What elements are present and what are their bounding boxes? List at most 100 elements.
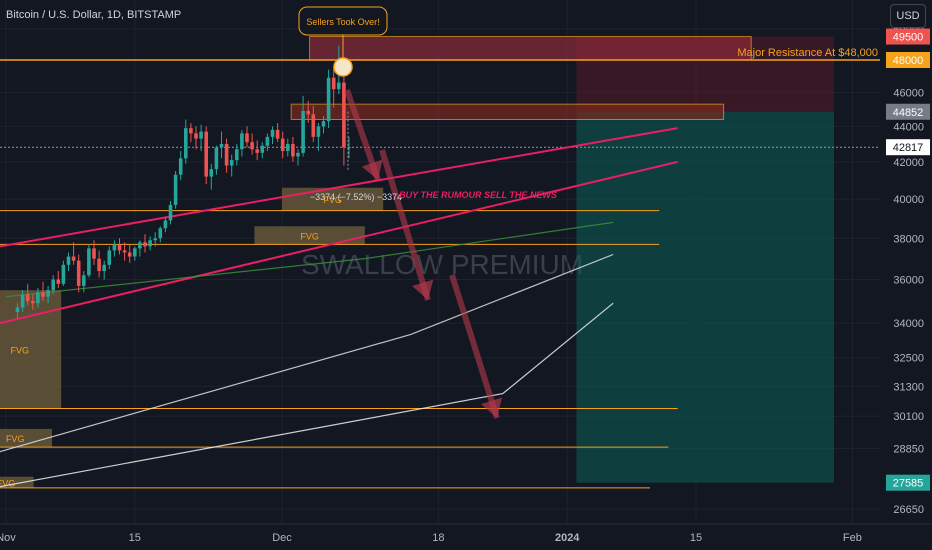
projection-arrow (449, 274, 503, 419)
candle-body (173, 174, 178, 205)
candle-body (51, 279, 55, 291)
price-badge (886, 139, 930, 156)
candle-body (25, 294, 30, 302)
candle-body (133, 248, 137, 257)
candle-body (331, 77, 336, 90)
candle-body (36, 292, 40, 304)
candle-body (127, 252, 132, 257)
fvg-label: FVG (323, 195, 342, 205)
price-badge-label: 42817 (893, 142, 924, 154)
price-badge-label: 48000 (893, 55, 924, 67)
candle-body (102, 264, 106, 272)
candle-body (306, 110, 310, 115)
fvg-label: FVG (0, 478, 15, 488)
fvg-zone (0, 290, 62, 409)
candle-body (61, 264, 66, 284)
candle-body (209, 169, 214, 177)
candle-body (107, 250, 112, 265)
candle-body (122, 250, 127, 253)
y-tick-label: 42000 (893, 157, 924, 169)
projection-arrow (344, 89, 383, 181)
candle-body (214, 147, 219, 170)
arrow-shaft (379, 149, 431, 301)
price-badge (886, 28, 930, 45)
x-tick-label: 18 (432, 532, 444, 544)
candle-body (311, 114, 316, 137)
candle-body (321, 121, 326, 127)
candle-body (275, 129, 280, 139)
y-tick-label: 26650 (893, 504, 924, 516)
take-profit-zone (576, 111, 834, 483)
candle-body (245, 133, 249, 143)
candle-body (41, 292, 45, 297)
y-tick-label: 36000 (893, 275, 924, 287)
measure-label: −3374 (−7.52%) −3374 (310, 192, 402, 202)
fvg-label: FVG (6, 434, 25, 444)
candle-body (291, 143, 295, 157)
moving-average-line (0, 253, 614, 453)
candle-body (56, 279, 61, 284)
top-marker (333, 57, 353, 77)
candle-body (204, 131, 208, 177)
candle-body (240, 133, 244, 150)
price-badge (886, 103, 930, 120)
candle-body (219, 143, 224, 148)
x-tick-label: 15 (690, 532, 702, 544)
candle-body (168, 204, 173, 221)
candle-body (189, 128, 193, 134)
y-tick-label: 32500 (893, 353, 924, 365)
y-tick-label: 31300 (893, 381, 924, 393)
candle-body (76, 260, 81, 286)
price-badge-label: 27585 (893, 478, 924, 490)
x-tick-label: Feb (843, 532, 862, 544)
moving-average-line (0, 302, 614, 488)
price-badge (886, 52, 930, 68)
arrow-head (361, 159, 383, 180)
price-axis (884, 0, 932, 550)
candle-body (97, 258, 101, 272)
candle-body (15, 307, 20, 312)
candle-body (342, 82, 346, 148)
fvg-zone (0, 476, 34, 488)
candle-body (92, 248, 96, 259)
candle-body (87, 248, 91, 276)
fvg-zone (254, 226, 365, 245)
x-tick-label: Dec (272, 532, 292, 544)
y-tick-label: 44000 (893, 121, 924, 133)
candle-body (235, 149, 239, 161)
y-tick-label: 46000 (893, 87, 924, 99)
candle-body (347, 147, 351, 149)
candle-body (260, 145, 265, 153)
projection-arrow (379, 149, 434, 301)
candle-body (71, 256, 76, 261)
y-tick-label: 34000 (893, 318, 924, 330)
candle-body (301, 110, 305, 153)
candle-body (184, 128, 188, 159)
supply-box (290, 103, 725, 120)
candle-body (280, 138, 285, 152)
candle-body (265, 136, 270, 146)
candle-body (270, 129, 275, 137)
candle-body (163, 220, 168, 229)
candle-body (153, 238, 157, 241)
candle-body (82, 275, 86, 286)
price-badge-label: 44852 (893, 107, 924, 119)
candle-body (286, 143, 290, 152)
arrow-head (481, 397, 503, 418)
candle-body (158, 228, 163, 239)
sellers-bubble-text: Sellers Took Over! (306, 17, 379, 27)
moving-average-line (5, 221, 614, 298)
watermark: SWALLOW PREMIUM (301, 249, 583, 280)
candle-body (255, 149, 259, 153)
resistance-zone (309, 36, 752, 61)
candle-body (337, 82, 341, 90)
candle-body (138, 242, 142, 249)
channel-lower-line (0, 160, 678, 325)
currency-button[interactable]: USD (890, 4, 926, 28)
y-tick-label: 28850 (893, 443, 924, 455)
candle-body (117, 244, 122, 251)
candle-body (46, 290, 50, 297)
candle-body (229, 160, 234, 166)
y-tick-label: 40000 (893, 194, 924, 206)
